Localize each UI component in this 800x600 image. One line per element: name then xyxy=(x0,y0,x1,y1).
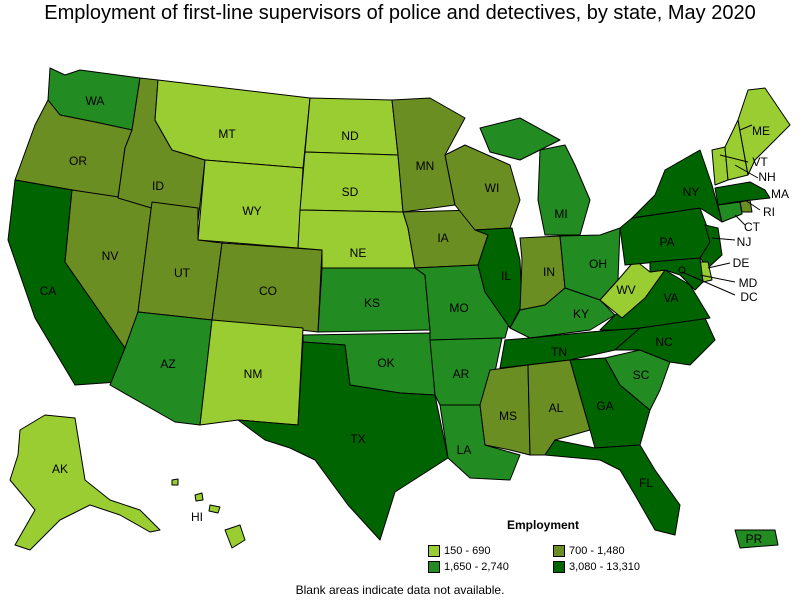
legend-item: 1,650 - 2,740 xyxy=(428,561,509,573)
legend-item: 700 - 1,480 xyxy=(553,545,625,557)
label-MT: MT xyxy=(218,127,236,141)
label-MA: MA xyxy=(771,187,789,201)
label-CO: CO xyxy=(259,284,277,298)
label-WV: WV xyxy=(616,283,635,297)
label-IL: IL xyxy=(501,269,511,283)
state-HI-island3[interactable] xyxy=(208,504,221,514)
state-FL[interactable] xyxy=(544,439,681,536)
state-NY[interactable] xyxy=(631,149,723,223)
label-PA: PA xyxy=(659,235,674,249)
label-FL: FL xyxy=(639,476,653,490)
label-SC: SC xyxy=(633,368,650,382)
label-IA: IA xyxy=(437,231,448,245)
label-GA: GA xyxy=(596,399,613,413)
state-MI-up[interactable] xyxy=(479,117,561,161)
label-TX: TX xyxy=(350,432,365,446)
state-ME[interactable] xyxy=(737,87,791,176)
label-NY: NY xyxy=(683,185,700,199)
label-OK: OK xyxy=(377,356,394,370)
label-LA: LA xyxy=(457,443,472,457)
state-HI-island4[interactable] xyxy=(171,478,179,486)
label-NM: NM xyxy=(244,367,263,381)
label-WA: WA xyxy=(86,94,105,108)
legend-item: 3,080 - 13,310 xyxy=(553,561,640,573)
label-MO: MO xyxy=(449,301,468,315)
label-KY: KY xyxy=(573,307,589,321)
label-TN: TN xyxy=(551,345,567,359)
state-MI[interactable] xyxy=(537,144,591,236)
state-PR[interactable] xyxy=(734,529,779,549)
label-VA: VA xyxy=(663,291,678,305)
legend-label: 3,080 - 13,310 xyxy=(569,561,640,573)
label-NJ: NJ xyxy=(737,235,752,249)
state-HI[interactable] xyxy=(224,524,246,549)
label-SD: SD xyxy=(342,185,359,199)
label-UT: UT xyxy=(174,266,191,280)
state-TX[interactable] xyxy=(237,341,449,541)
label-VT: VT xyxy=(752,155,768,169)
legend-label: 1,650 - 2,740 xyxy=(444,561,509,573)
label-ME: ME xyxy=(752,124,770,138)
label-WI: WI xyxy=(485,181,500,195)
label-DE: DE xyxy=(733,256,750,270)
state-WI[interactable] xyxy=(444,144,521,231)
label-AR: AR xyxy=(453,367,470,381)
label-IN: IN xyxy=(543,265,555,279)
label-MI: MI xyxy=(554,207,567,221)
legend-label: 700 - 1,480 xyxy=(569,545,625,557)
label-WY: WY xyxy=(242,204,261,218)
label-OR: OR xyxy=(69,154,87,168)
state-labels: WA OR CA NV ID MT WY UT AZ CO NM ND SD N… xyxy=(40,94,789,546)
label-CT: CT xyxy=(744,220,761,234)
state-MD[interactable] xyxy=(649,257,704,291)
label-AK: AK xyxy=(52,462,68,476)
label-DC: DC xyxy=(740,290,758,304)
label-OH: OH xyxy=(589,257,607,271)
label-NE: NE xyxy=(350,246,367,260)
state-SD[interactable] xyxy=(299,151,404,213)
label-RI: RI xyxy=(763,205,775,219)
map-title: Employment of first-line supervisors of … xyxy=(44,2,756,24)
label-NC: NC xyxy=(655,335,673,349)
state-HI-island2[interactable] xyxy=(194,492,204,502)
legend-swatch xyxy=(553,545,565,557)
legend-swatch xyxy=(428,545,440,557)
label-PR: PR xyxy=(746,532,763,546)
state-DC[interactable] xyxy=(678,266,686,274)
label-NV: NV xyxy=(102,249,119,263)
legend-swatch xyxy=(553,561,565,573)
state-ND[interactable] xyxy=(304,97,399,156)
data-note: Blank areas indicate data not available. xyxy=(295,583,505,597)
label-KS: KS xyxy=(364,296,380,310)
label-AZ: AZ xyxy=(160,357,175,371)
label-MS: MS xyxy=(499,409,517,423)
label-ID: ID xyxy=(152,179,164,193)
legend-item: 150 - 690 xyxy=(428,545,490,557)
legend-label: 150 - 690 xyxy=(444,545,491,557)
label-CA: CA xyxy=(40,284,57,298)
state-CT[interactable] xyxy=(717,201,743,223)
label-NH: NH xyxy=(758,170,775,184)
state-AK[interactable] xyxy=(9,414,161,551)
legend-title: Employment xyxy=(506,518,579,532)
label-MD: MD xyxy=(739,276,758,290)
label-ND: ND xyxy=(341,129,359,143)
label-MN: MN xyxy=(416,159,435,173)
legend-swatch xyxy=(428,561,440,573)
label-leader-lines xyxy=(681,124,761,296)
label-AL: AL xyxy=(549,401,564,415)
label-HI: HI xyxy=(191,510,203,524)
